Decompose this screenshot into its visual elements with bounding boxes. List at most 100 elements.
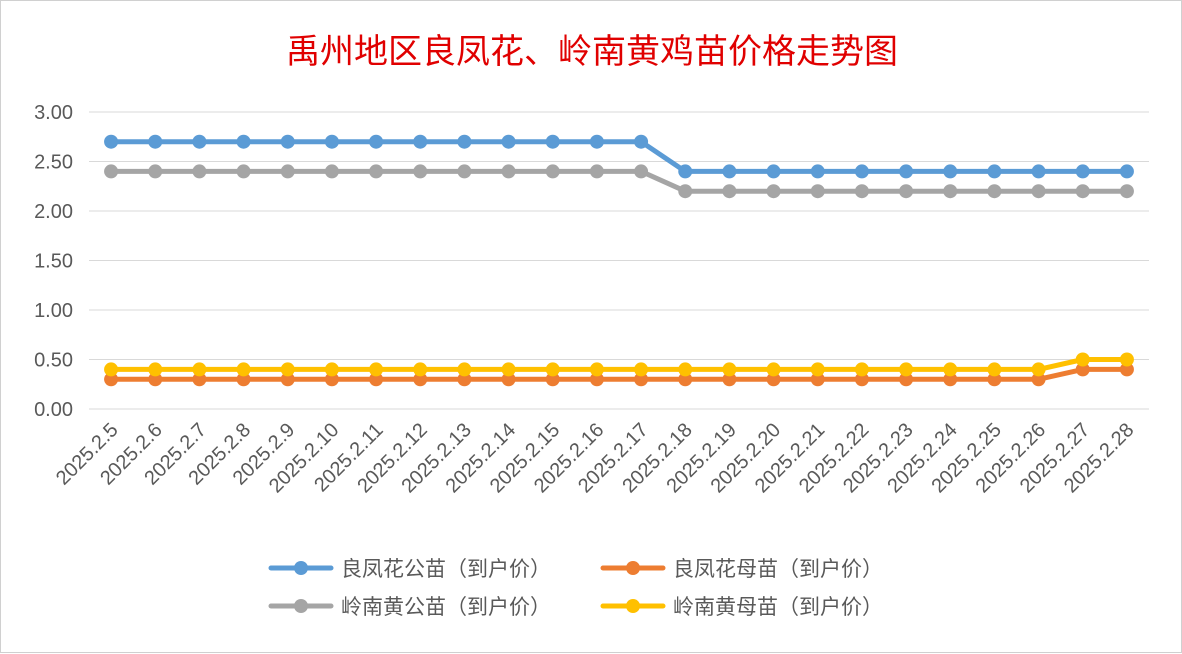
data-point	[1119, 164, 1134, 179]
series-line	[108, 139, 1130, 174]
data-point	[987, 184, 1002, 199]
data-point	[1031, 362, 1046, 377]
data-point	[324, 372, 339, 387]
data-point	[766, 184, 781, 199]
data-point	[678, 362, 693, 377]
data-point	[722, 164, 737, 179]
data-point	[634, 134, 649, 149]
y-tick-label: 0.00	[34, 399, 73, 421]
data-point	[1031, 184, 1046, 199]
series-0	[104, 134, 1134, 179]
data-point	[104, 164, 119, 179]
data-point	[545, 372, 560, 387]
data-point	[236, 372, 251, 387]
y-tick-label: 2.50	[34, 152, 73, 174]
data-point	[899, 184, 914, 199]
data-point	[766, 362, 781, 377]
data-point	[324, 134, 339, 149]
data-point	[545, 164, 560, 179]
data-point	[899, 164, 914, 179]
data-point	[589, 164, 604, 179]
data-point	[545, 362, 560, 377]
data-point	[854, 184, 869, 199]
series-line	[108, 357, 1130, 372]
data-point	[104, 134, 119, 149]
y-axis: 0.00 0.50 1.00 1.50 2.00 2.50 3.00	[34, 102, 73, 421]
data-point	[457, 362, 472, 377]
data-point	[413, 362, 428, 377]
data-point	[236, 164, 251, 179]
data-point	[192, 362, 207, 377]
data-point	[369, 134, 384, 149]
series-2	[104, 164, 1134, 199]
data-point	[457, 134, 472, 149]
legend-item: 岭南黄母苗（到户价）	[600, 595, 883, 619]
data-point	[634, 164, 649, 179]
y-tick-label: 1.00	[34, 300, 73, 322]
data-point	[854, 164, 869, 179]
data-point	[236, 134, 251, 149]
data-point	[810, 184, 825, 199]
data-point	[943, 164, 958, 179]
data-point	[413, 372, 428, 387]
data-point	[854, 372, 869, 387]
data-point	[810, 164, 825, 179]
data-point	[678, 164, 693, 179]
gridlines	[89, 111, 1149, 410]
data-point	[369, 372, 384, 387]
series-1	[104, 362, 1134, 387]
data-point	[722, 372, 737, 387]
data-point	[545, 134, 560, 149]
data-point	[722, 184, 737, 199]
data-point	[1075, 164, 1090, 179]
data-point	[810, 362, 825, 377]
legend-item: 岭南黄公苗（到户价）	[268, 595, 551, 619]
data-point	[236, 362, 251, 377]
data-point	[280, 372, 295, 387]
data-point	[634, 362, 649, 377]
series-line	[108, 366, 1130, 382]
data-point	[413, 134, 428, 149]
data-point	[1119, 362, 1134, 377]
data-point	[678, 184, 693, 199]
series-3	[104, 352, 1134, 377]
data-point	[104, 372, 119, 387]
data-point	[943, 362, 958, 377]
data-point	[589, 372, 604, 387]
data-point	[1119, 352, 1134, 367]
legend-label: 岭南黄母苗（到户价）	[673, 595, 883, 619]
data-point	[104, 362, 119, 377]
legend: 良凤花公苗（到户价） 良凤花母苗（到户价） 岭南黄公苗（到户价） 岭南黄母苗（到户价）	[268, 557, 883, 619]
data-point	[501, 362, 516, 377]
legend-label: 良凤花公苗（到户价）	[341, 557, 551, 581]
data-point	[899, 362, 914, 377]
data-point	[413, 164, 428, 179]
data-point	[722, 362, 737, 377]
data-point	[324, 164, 339, 179]
data-point	[369, 362, 384, 377]
data-point	[1031, 164, 1046, 179]
y-tick-label: 1.50	[34, 251, 73, 273]
data-point	[987, 164, 1002, 179]
series-layer	[104, 134, 1134, 387]
data-point	[148, 362, 163, 377]
data-point	[1119, 184, 1134, 199]
data-point	[766, 372, 781, 387]
data-point	[1031, 372, 1046, 387]
data-point	[1075, 362, 1090, 377]
data-point	[634, 372, 649, 387]
data-point	[280, 134, 295, 149]
data-point	[192, 164, 207, 179]
legend-swatch-marker	[294, 561, 308, 575]
y-tick-label: 3.00	[34, 102, 73, 124]
data-point	[1075, 184, 1090, 199]
data-point	[280, 362, 295, 377]
data-point	[943, 372, 958, 387]
series-line	[108, 168, 1130, 194]
x-axis: 2025.2.52025.2.62025.2.72025.2.82025.2.9…	[52, 419, 1138, 497]
data-point	[987, 362, 1002, 377]
data-point	[899, 372, 914, 387]
y-tick-label: 0.50	[34, 350, 73, 372]
legend-label: 良凤花母苗（到户价）	[673, 557, 883, 581]
data-point	[501, 164, 516, 179]
